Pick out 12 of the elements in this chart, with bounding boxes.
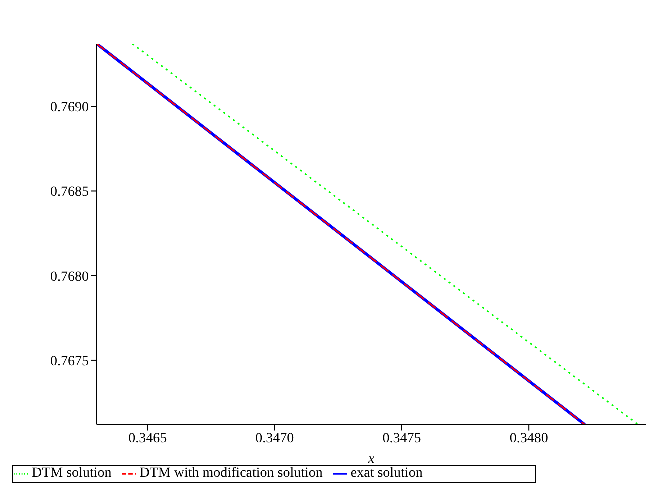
legend-label: DTM with modification solution xyxy=(140,466,323,481)
y-tick-label: 0.7685 xyxy=(50,185,89,200)
x-tick-label: 0.3465 xyxy=(128,432,168,447)
y-tick-label: 0.7690 xyxy=(50,100,89,116)
legend-label: DTM solution xyxy=(32,466,112,481)
y-tick-label: 0.7675 xyxy=(50,354,89,370)
x-tick-label: 0.3480 xyxy=(510,432,548,447)
y-tick-label: 0.7680 xyxy=(50,270,89,285)
x-tick-label: 0.3470 xyxy=(256,432,294,447)
legend-label: exat solution xyxy=(350,466,423,481)
x-tick-label: 0.3475 xyxy=(382,432,422,447)
x-axis-title: x xyxy=(367,452,376,467)
